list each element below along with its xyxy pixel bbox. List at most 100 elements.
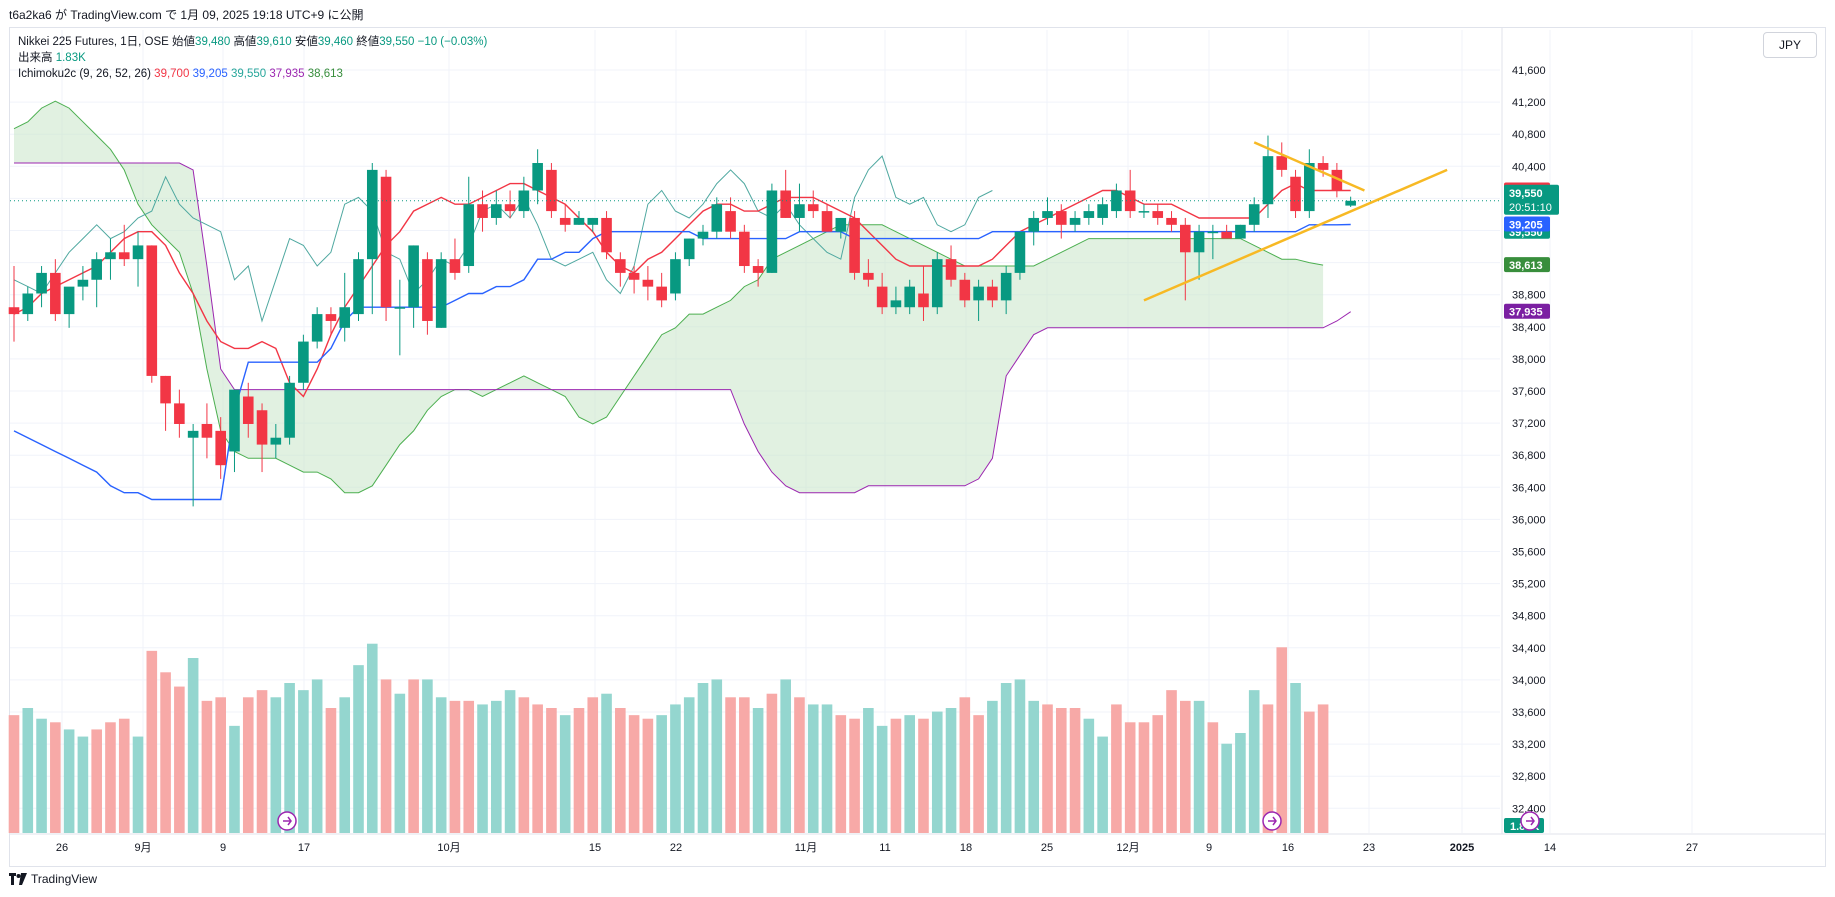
volume-bar [36, 718, 47, 833]
volume-bar [229, 725, 240, 833]
price-tag-last [1504, 184, 1559, 215]
candle-body [863, 272, 874, 280]
volume-bar [1235, 733, 1246, 833]
volume-bar [849, 718, 860, 833]
volume-bar [422, 679, 433, 833]
candle-body [670, 259, 681, 294]
candle [1221, 224, 1232, 239]
candle-body [1097, 204, 1108, 218]
x-tick-label: 9月 [134, 842, 151, 854]
legend-ichi-lagging: 39,550 [230, 68, 267, 80]
x-tick-label: 9 [1206, 842, 1212, 854]
publish-info: t6a2ka6 が TradingView.com で 1月 09, 2025 … [9, 8, 364, 22]
legend-open-label: 始値 [172, 36, 196, 48]
candle [1124, 169, 1136, 218]
volume-bar [1290, 683, 1301, 833]
volume-bar [573, 708, 585, 833]
candle-body [546, 169, 557, 212]
candle [711, 197, 723, 239]
candle [973, 279, 984, 321]
candle-body [201, 423, 213, 438]
candle-body [973, 286, 984, 301]
volume-bar [1069, 708, 1081, 833]
candle [1000, 266, 1012, 315]
volume-bar [1124, 722, 1136, 833]
candle-body [1262, 156, 1274, 205]
candle [546, 163, 557, 218]
volume-bar [1028, 700, 1040, 833]
candle-body [339, 307, 351, 328]
legend-ichimoku-row: Ichimoku2c (9, 26, 52, 26) 39,700 39,205… [18, 66, 487, 82]
x-tick-label: 17 [298, 842, 310, 854]
volume-bar [91, 729, 102, 833]
candle-body [876, 286, 888, 308]
volume-bar [325, 708, 337, 833]
candle-body [587, 217, 599, 225]
tradingview-brand: TradingView [31, 872, 98, 886]
legend-ichimoku-label[interactable]: Ichimoku2c (9, 26, 52, 26) [18, 68, 151, 80]
candle-body [50, 272, 61, 315]
volume-bar [1014, 679, 1026, 833]
candle-body [573, 217, 585, 225]
volume-bar [77, 736, 89, 833]
y-tick-label: 35,600 [1512, 547, 1546, 559]
y-tick-label: 37,600 [1512, 386, 1546, 398]
candle [1207, 224, 1219, 260]
volume-bar [532, 704, 543, 833]
tradingview-footer[interactable]: TradingView [9, 872, 97, 886]
volume-bar [256, 690, 268, 833]
candle-body [118, 252, 130, 260]
volume-bar [918, 718, 929, 833]
x-tick-label: 27 [1686, 842, 1698, 854]
volume-bar [739, 697, 750, 833]
candle [1345, 196, 1356, 207]
candle [1152, 204, 1164, 225]
volume-bar [408, 679, 419, 833]
volume-bar [1193, 700, 1205, 833]
candle-body [408, 245, 419, 308]
y-tick-label: 33,200 [1512, 739, 1546, 751]
volume-bar [587, 697, 599, 833]
legend-symbol[interactable]: Nikkei 225 Futures, 1日, OSE [18, 36, 169, 48]
candle [1097, 197, 1108, 225]
legend-high-label: 高値 [233, 36, 257, 48]
price-tag-span_b [1504, 303, 1550, 319]
candle-body [1331, 169, 1343, 191]
candle-body [1138, 211, 1150, 213]
x-tick-label: 11月 [795, 842, 817, 854]
volume-bar [780, 679, 791, 833]
x-tick-label: 16 [1282, 842, 1294, 854]
price-tag-span_a [1504, 257, 1550, 273]
volume-bar [132, 736, 144, 833]
candle [422, 252, 433, 335]
candle-body [739, 231, 750, 267]
x-tick-label: 9 [220, 842, 226, 854]
legend-high: 39,610 [256, 36, 292, 48]
candle-body [1042, 211, 1053, 218]
candle-body [187, 430, 199, 438]
candle-body [518, 190, 530, 212]
candle-body [1193, 231, 1205, 253]
legend-ichi-spana: 38,613 [307, 68, 343, 80]
volume-bar [1207, 722, 1219, 833]
volume-bar [22, 708, 34, 833]
y-tick-label: 37,200 [1512, 418, 1546, 430]
volume-bar [353, 665, 364, 833]
currency-button[interactable]: JPY [1763, 32, 1817, 58]
candle-body [242, 396, 254, 424]
candle [918, 266, 929, 321]
candle [504, 190, 516, 218]
legend-volume-label[interactable]: 出来高 [18, 52, 53, 64]
candle [229, 389, 240, 473]
candle-body [656, 286, 667, 301]
volume-bar [463, 700, 475, 833]
chart-legend: Nikkei 225 Futures, 1日, OSE 始値39,480 高値3… [18, 34, 487, 82]
candle [435, 252, 447, 328]
candle-body [1207, 231, 1219, 234]
candle [146, 245, 158, 383]
chart-frame [9, 27, 1826, 867]
candle [394, 279, 406, 356]
legend-volume-row: 出来高 1.83K [18, 50, 487, 66]
y-tick-label: 34,400 [1512, 643, 1546, 655]
